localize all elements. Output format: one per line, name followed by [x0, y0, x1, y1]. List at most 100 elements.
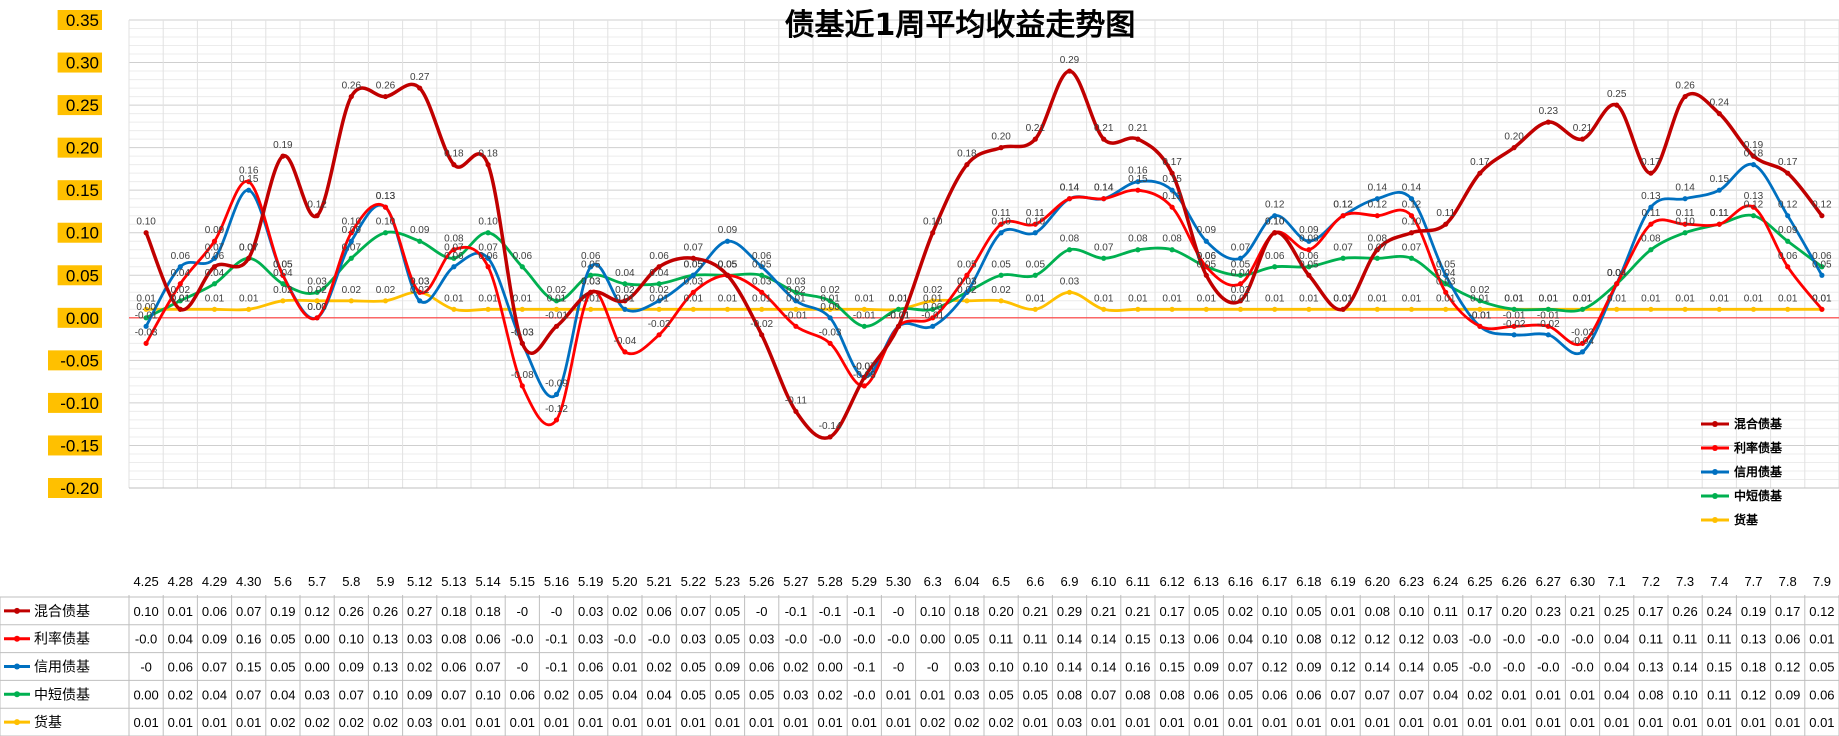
data-point — [656, 298, 662, 304]
data-point — [1272, 264, 1278, 270]
data-point — [1032, 230, 1038, 236]
data-point — [1340, 306, 1346, 312]
table-cell: 0.02 — [954, 715, 979, 730]
data-point — [588, 264, 594, 270]
table-cell: -0.0 — [614, 632, 636, 647]
data-point — [656, 306, 662, 312]
table-cell: 0.05 — [1194, 604, 1219, 619]
data-label: 0.08 — [1128, 234, 1148, 245]
series-line — [144, 162, 1824, 399]
data-label: 0.21 — [1094, 123, 1114, 134]
table-cell: 0.01 — [646, 715, 671, 730]
x-tick-label: 6.25 — [1467, 574, 1492, 589]
data-point — [690, 306, 696, 312]
table-cell: 0.06 — [1296, 687, 1321, 702]
x-tick-label: 6.10 — [1091, 574, 1116, 589]
data-label: 0.13 — [376, 191, 396, 202]
data-point — [964, 289, 970, 295]
data-point — [1477, 298, 1483, 304]
data-label: 0.15 — [239, 174, 259, 185]
data-label: 0.07 — [684, 242, 704, 253]
data-label: 0.02 — [547, 285, 567, 296]
data-point — [1032, 306, 1038, 312]
data-label: 0.01 — [1368, 293, 1388, 304]
data-label: 0.04 — [273, 268, 293, 279]
data-point — [143, 230, 149, 236]
series-lines — [143, 68, 1825, 440]
data-label: 0.02 — [786, 285, 806, 296]
table-cell: 0.14 — [1091, 660, 1116, 675]
x-tick-label: 5.23 — [715, 574, 740, 589]
table-cell: 0.01 — [202, 715, 227, 730]
data-point — [348, 298, 354, 304]
table-cell: 0.25 — [1604, 604, 1629, 619]
table-cell: 0.27 — [407, 604, 432, 619]
table-cell: 0.03 — [578, 632, 603, 647]
data-point — [417, 238, 423, 244]
data-label: 0.03 — [957, 276, 977, 287]
data-label: 0.09 — [1299, 225, 1319, 236]
data-label: 0.05 — [957, 259, 977, 270]
table-cell: 0.14 — [1399, 660, 1424, 675]
table-cell: 0.12 — [1809, 604, 1834, 619]
table-cell: 0.20 — [988, 604, 1013, 619]
table-cell: 0.13 — [373, 632, 398, 647]
table-cell: 0.06 — [1809, 687, 1834, 702]
table-cell: 0.07 — [475, 660, 500, 675]
table-cell: 0.02 — [817, 687, 842, 702]
data-point — [1614, 306, 1620, 312]
data-label: 0.29 — [1060, 55, 1080, 66]
table-cell: -0.1 — [853, 604, 875, 619]
table-cell: 0.15 — [1159, 660, 1184, 675]
data-point — [895, 306, 902, 312]
table-cell: 0.01 — [544, 715, 569, 730]
data-label: 0.14 — [1094, 183, 1114, 194]
data-label: -0.01 — [1503, 310, 1526, 321]
data-label: -0.02 — [1503, 319, 1526, 330]
data-label: 0.19 — [1744, 140, 1764, 151]
data-point — [1306, 247, 1312, 253]
data-label: 0.01 — [752, 293, 772, 304]
data-label: 0.13 — [1162, 191, 1182, 202]
table-cell: 0.05 — [715, 687, 740, 702]
data-point — [211, 264, 218, 270]
data-point — [1477, 306, 1483, 312]
table-cell: 0.04 — [270, 687, 295, 702]
data-label: 0.07 — [1094, 242, 1114, 253]
table-cell: 0.02 — [646, 660, 671, 675]
table-cell: -0.0 — [1469, 660, 1491, 675]
table-cell: 0.01 — [1467, 715, 1492, 730]
table-cell: 0.06 — [749, 660, 774, 675]
data-label: 0.08 — [1060, 234, 1080, 245]
x-tick-label: 6.17 — [1262, 574, 1287, 589]
data-point — [793, 298, 799, 304]
data-point — [177, 306, 183, 312]
data-label: 0.01 — [581, 293, 601, 304]
data-label: 0.08 — [444, 234, 464, 245]
data-point — [1443, 221, 1449, 227]
data-label: 0.03 — [1060, 276, 1080, 287]
data-label: 0.03 — [684, 276, 704, 287]
data-label: 0.07 — [1402, 242, 1422, 253]
data-label: 0.03 — [410, 276, 430, 287]
x-tick-label: 6.13 — [1194, 574, 1219, 589]
data-label: 0.02 — [273, 285, 293, 296]
data-label: -0.01 — [887, 310, 910, 321]
table-cell: 0.04 — [1228, 632, 1253, 647]
table-cell: 0.07 — [1228, 660, 1253, 675]
data-label: 0.11 — [1676, 208, 1695, 219]
y-tick-label: 0.25 — [66, 96, 99, 115]
data-label: 0.05 — [1026, 259, 1046, 270]
data-point — [211, 306, 218, 312]
table-cell: 0.05 — [1433, 660, 1458, 675]
data-label: 0.02 — [957, 285, 977, 296]
table-cell: 0.02 — [270, 715, 295, 730]
data-point — [348, 230, 354, 236]
data-label: 0.02 — [376, 285, 396, 296]
data-point — [793, 408, 799, 415]
data-label: 0.01 — [513, 293, 533, 304]
data-point — [998, 272, 1004, 278]
table-cell: -0.0 — [1571, 660, 1593, 675]
data-label: 0.02 — [649, 285, 669, 296]
data-label: 0.10 — [342, 217, 362, 228]
